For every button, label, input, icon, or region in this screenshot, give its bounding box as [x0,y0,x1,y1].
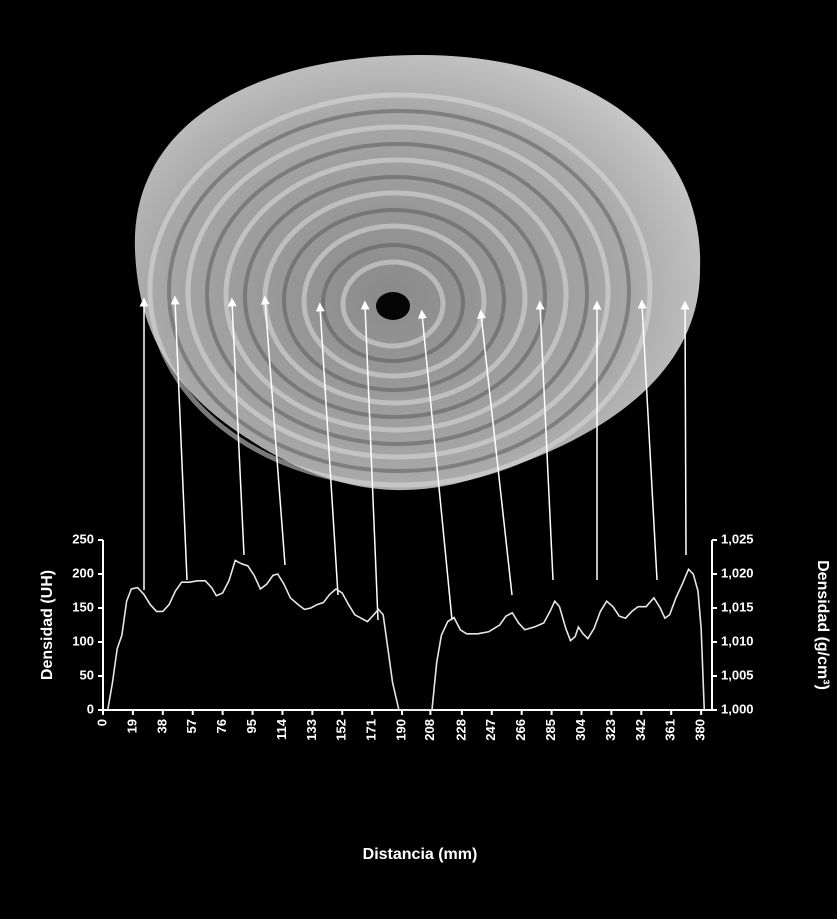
x-tick-label: 361 [663,719,678,741]
x-axis-title: Distancia (mm) [363,846,478,863]
y-axis-title: Densidad (UH) [39,570,56,680]
x-tick-label: 114 [274,718,289,740]
x-tick-label: 171 [364,719,379,741]
x-tick-label: 19 [124,719,139,733]
y2-tick-label: 1,020 [721,565,754,580]
x-tick-label: 266 [513,719,528,741]
x-tick-label: 342 [633,719,648,741]
x-tick-label: 304 [573,718,588,740]
y-tick-label: 0 [87,701,94,716]
y2-tick-label: 1,015 [721,599,754,614]
x-tick-label: 95 [244,719,259,733]
x-tick-label: 208 [422,719,437,741]
x-tick-label: 0 [94,719,109,726]
x-tick-label: 76 [214,719,229,733]
y2-axis-title: Densidad (g/cm³) [814,560,831,690]
x-tick-label: 323 [603,719,618,741]
y-tick-label: 200 [72,565,94,580]
x-tick-label: 152 [334,719,349,741]
y-tick-label: 50 [80,667,94,682]
x-tick-label: 57 [184,719,199,733]
x-tick-label: 38 [154,719,169,733]
y2-tick-label: 1,000 [721,701,754,716]
x-tick-label: 133 [304,719,319,741]
x-tick-label: 228 [453,719,468,741]
y2-tick-label: 1,010 [721,633,754,648]
trunk-image [134,55,701,491]
y-tick-label: 150 [72,599,94,614]
y2-tick-label: 1,025 [721,531,754,546]
x-tick-label: 285 [543,719,558,741]
y2-tick-label: 1,005 [721,667,754,682]
x-tick-label: 380 [693,719,708,741]
y-tick-label: 250 [72,531,94,546]
x-tick-label: 190 [394,719,409,741]
x-tick-label: 247 [483,719,498,741]
arrows [139,295,690,621]
y-tick-label: 100 [72,633,94,648]
data-line [106,559,706,711]
